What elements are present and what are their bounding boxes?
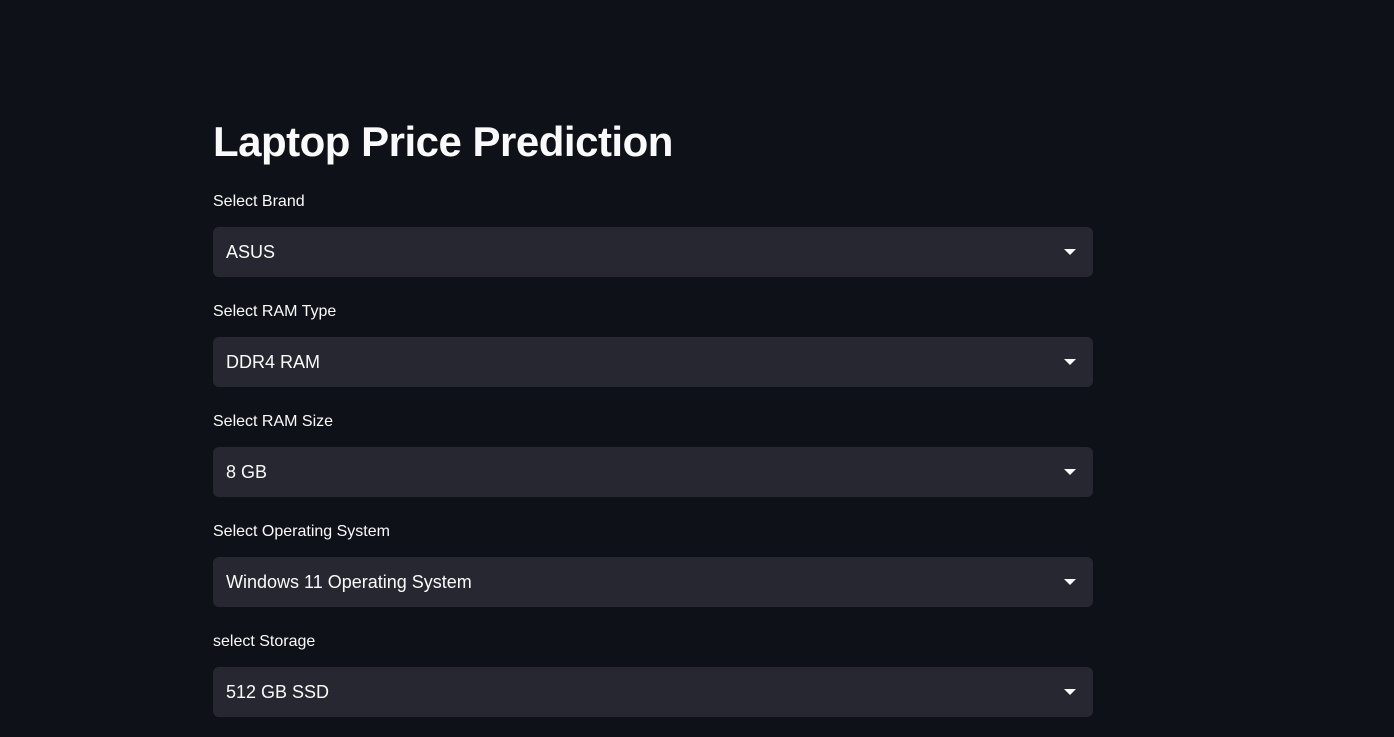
chevron-down-icon[interactable] [1064,579,1076,585]
ram-type-select-value: DDR4 RAM [226,352,321,372]
os-select[interactable]: Windows 11 Operating System [213,557,1093,607]
page-title: Laptop Price Prediction [213,118,673,165]
chevron-down-icon[interactable] [1064,359,1076,365]
os-select-value: Windows 11 Operating System [226,572,472,592]
ram-size-select[interactable]: 8 GB [213,447,1093,497]
os-field: Select Operating System Windows 11 Opera… [213,522,1093,607]
ram-size-label: Select RAM Size [213,413,334,430]
ram-type-label: Select RAM Type [213,303,337,320]
ram-type-field: Select RAM Type DDR4 RAM [213,302,1093,387]
storage-field: select Storage 512 GB SSD [213,632,1093,717]
brand-label: Select Brand [213,193,305,210]
chevron-down-icon[interactable] [1064,469,1076,475]
ram-size-field: Select RAM Size 8 GB [213,412,1093,497]
chevron-down-icon[interactable] [1064,689,1076,695]
brand-field: Select Brand ASUS [213,192,1093,277]
os-label: Select Operating System [213,523,390,540]
brand-select[interactable]: ASUS [213,227,1093,277]
storage-label: select Storage [213,633,316,650]
chevron-down-icon[interactable] [1064,249,1076,255]
ram-type-select[interactable]: DDR4 RAM [213,337,1093,387]
brand-select-value: ASUS [226,242,276,262]
storage-select[interactable]: 512 GB SSD [213,667,1093,717]
ram-size-select-value: 8 GB [226,462,268,482]
storage-select-value: 512 GB SSD [226,682,330,702]
